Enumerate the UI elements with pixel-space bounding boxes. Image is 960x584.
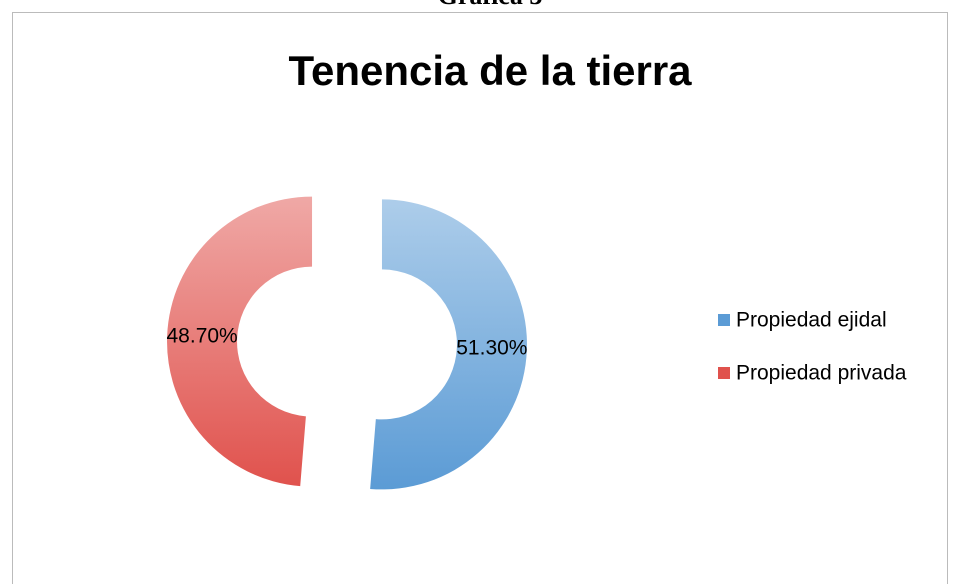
legend-swatch <box>718 367 730 379</box>
donut-slice <box>167 196 313 487</box>
chart-title: Tenencia de la tierra <box>288 47 692 94</box>
data-label: 51.30% <box>456 336 527 359</box>
legend-label: Propiedad privada <box>736 362 907 385</box>
donut-slice <box>370 199 527 490</box>
legend-swatch <box>718 314 730 326</box>
legend-label: Propiedad ejidal <box>736 309 887 332</box>
data-label: 48.70% <box>167 325 238 348</box>
caption: Gráfica 3 <box>438 0 543 10</box>
